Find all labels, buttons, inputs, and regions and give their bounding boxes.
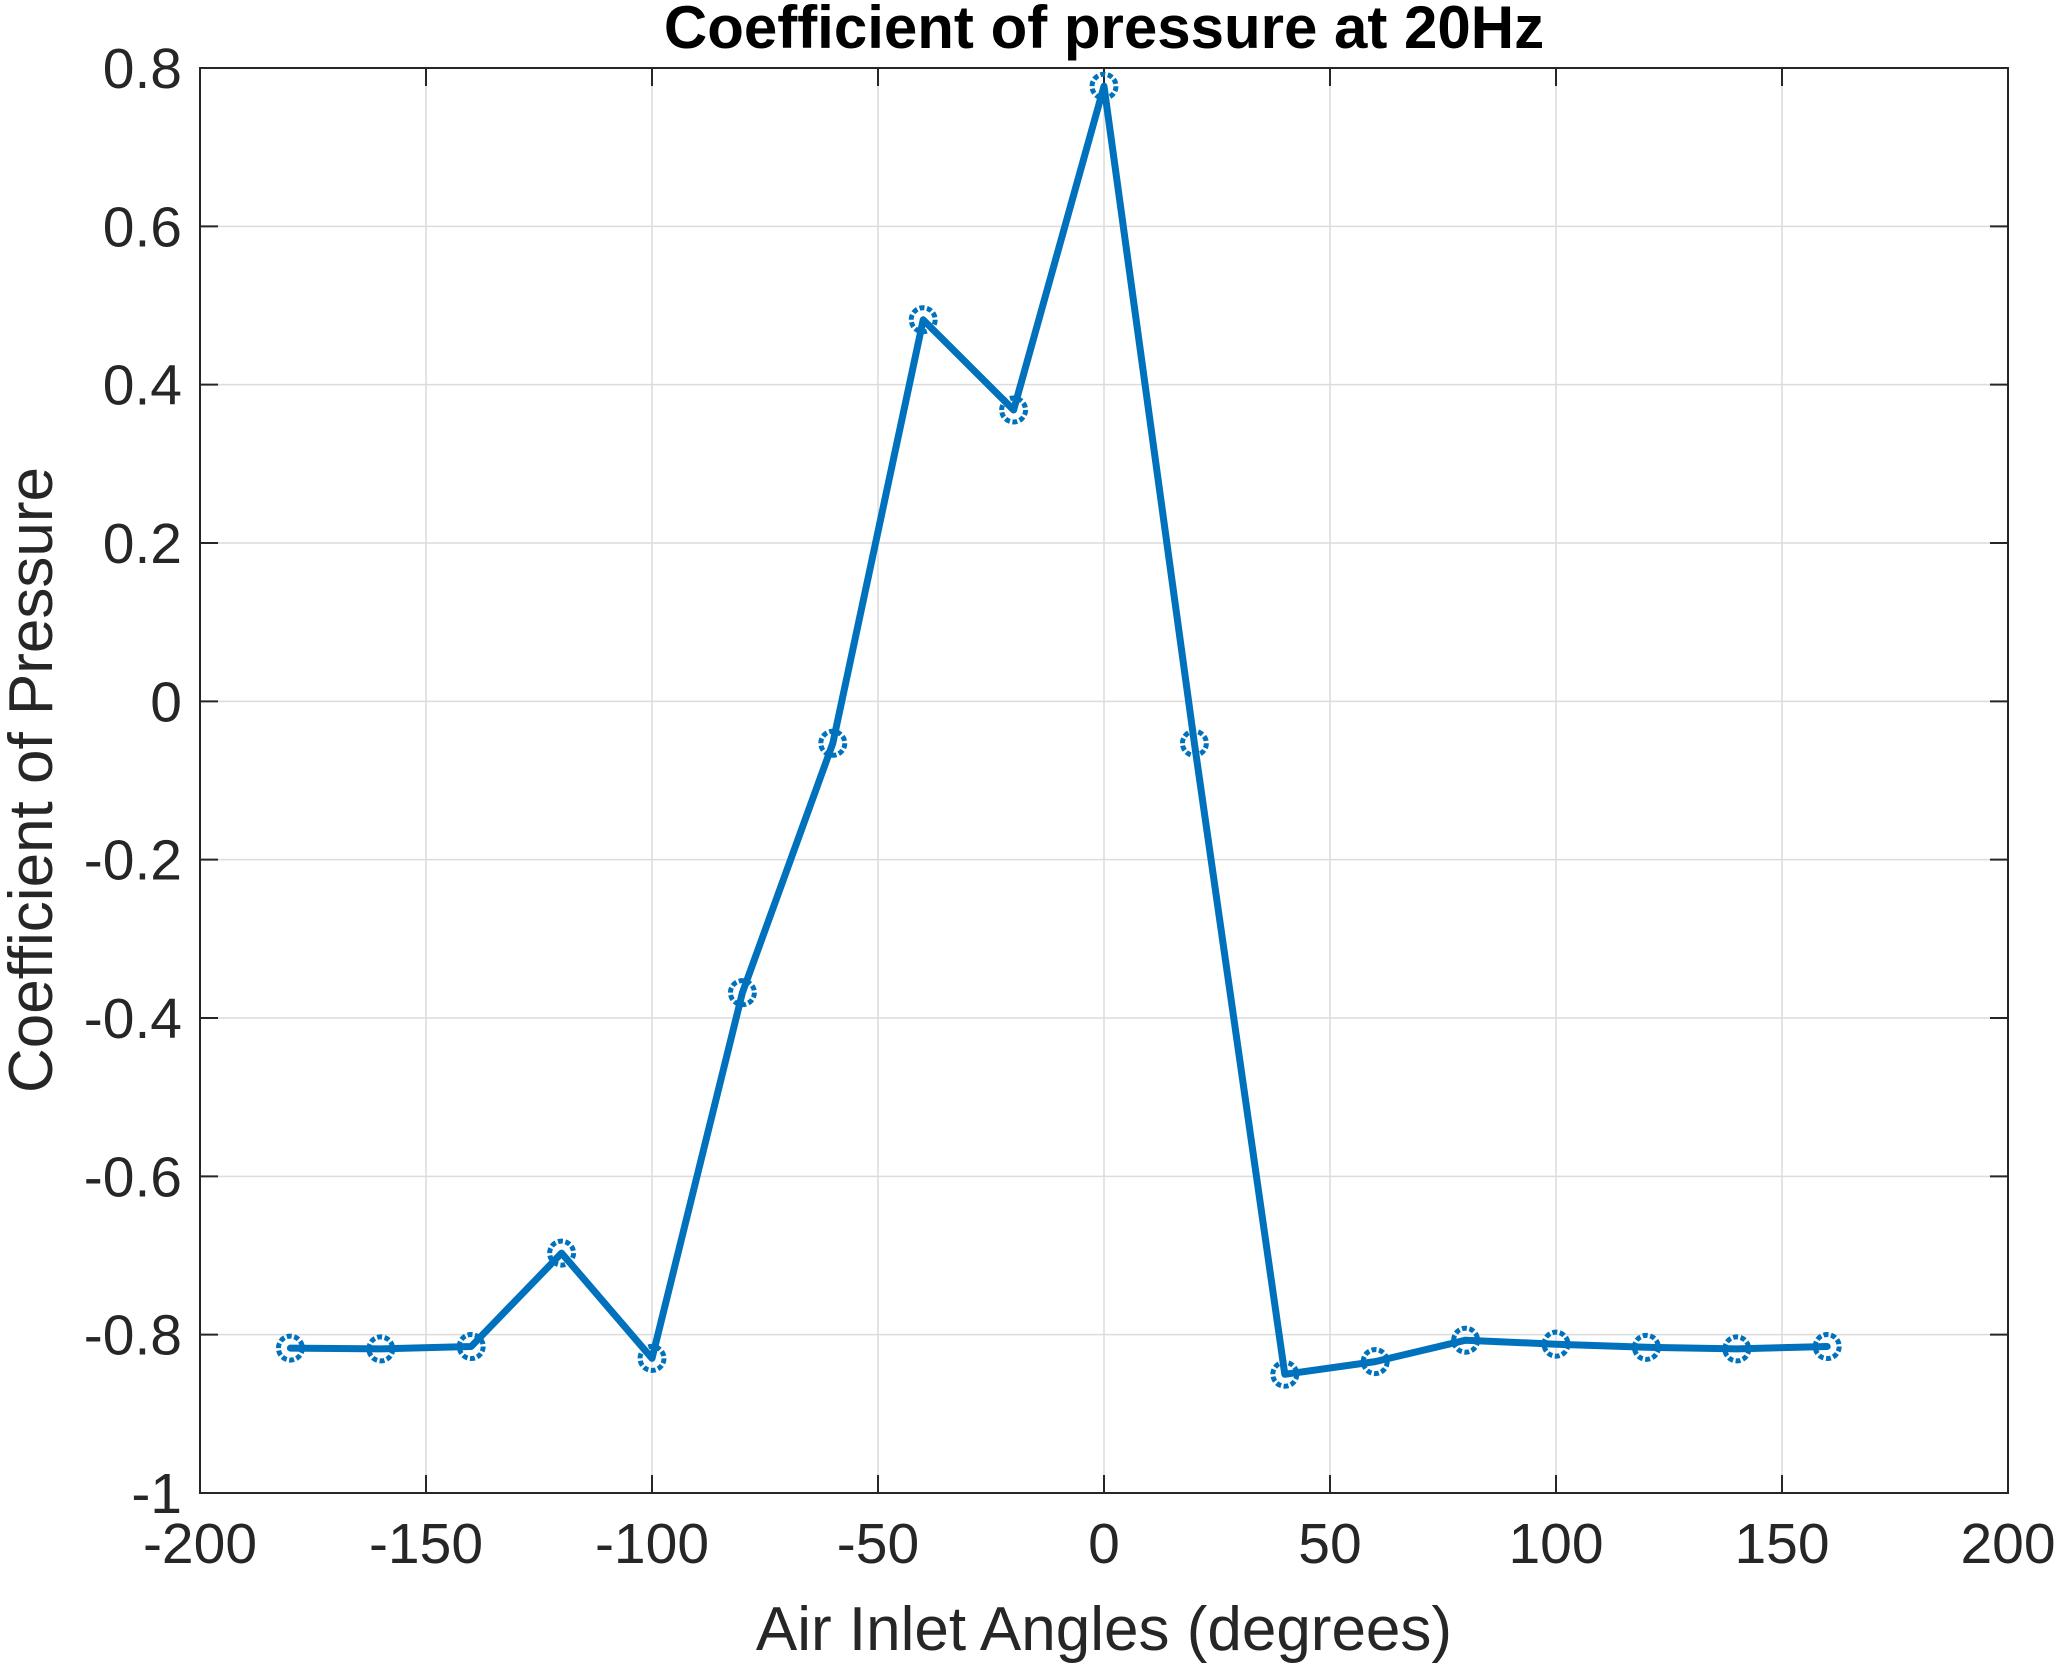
series-line — [286, 82, 1831, 1378]
data-point — [1451, 1325, 1481, 1355]
data-point — [275, 1333, 305, 1363]
y-tick-label: -0.4 — [84, 987, 182, 1051]
y-tick-label: -0.8 — [84, 1304, 182, 1368]
data-point — [818, 728, 848, 758]
series-layer — [275, 71, 1842, 1389]
grid — [200, 68, 2008, 1493]
data-point — [1812, 1332, 1842, 1362]
data-point — [999, 395, 1029, 425]
data-point — [637, 1343, 667, 1373]
y-tick-label: 0.2 — [103, 512, 182, 576]
x-tick-label: 150 — [1734, 1512, 1829, 1576]
y-tick-label: 0.6 — [103, 195, 182, 259]
data-point — [1541, 1329, 1571, 1359]
x-tick-label: 200 — [1960, 1512, 2055, 1576]
x-tick-label: -100 — [595, 1512, 709, 1576]
y-axis-title: Coefficient of Pressure — [0, 467, 66, 1093]
data-point — [908, 305, 938, 335]
axis-ticks: -200 -150 -100 -50 0 50 100 150 200 -1 -0.8 -0.6 -0.… — [84, 37, 2056, 1576]
data-point — [1270, 1359, 1300, 1389]
data-point — [1360, 1347, 1390, 1377]
data-point — [366, 1334, 396, 1364]
x-axis-title: Air Inlet Angles (degrees) — [756, 1595, 1452, 1664]
chart-title: Coefficient of pressure at 20Hz — [664, 0, 1544, 61]
x-tick-label: -200 — [143, 1512, 257, 1576]
y-tick-label: -1 — [131, 1462, 182, 1526]
x-tick-label: 100 — [1508, 1512, 1603, 1576]
x-tick-label: -50 — [837, 1512, 919, 1576]
data-point — [727, 978, 757, 1008]
data-point — [547, 1238, 577, 1268]
y-tick-label: -0.6 — [84, 1145, 182, 1209]
y-tick-label: 0 — [150, 670, 182, 734]
data-point — [456, 1332, 486, 1362]
y-tick-label: 0.8 — [103, 37, 182, 101]
y-tick-label: -0.2 — [84, 829, 182, 893]
data-point — [1631, 1332, 1661, 1362]
x-tick-label: -150 — [369, 1512, 483, 1576]
data-point — [1722, 1334, 1752, 1364]
data-point — [1179, 728, 1209, 758]
y-tick-label: 0.4 — [103, 354, 182, 418]
data-point — [1089, 71, 1119, 101]
x-tick-label: 0 — [1088, 1512, 1120, 1576]
x-tick-label: 50 — [1298, 1512, 1361, 1576]
